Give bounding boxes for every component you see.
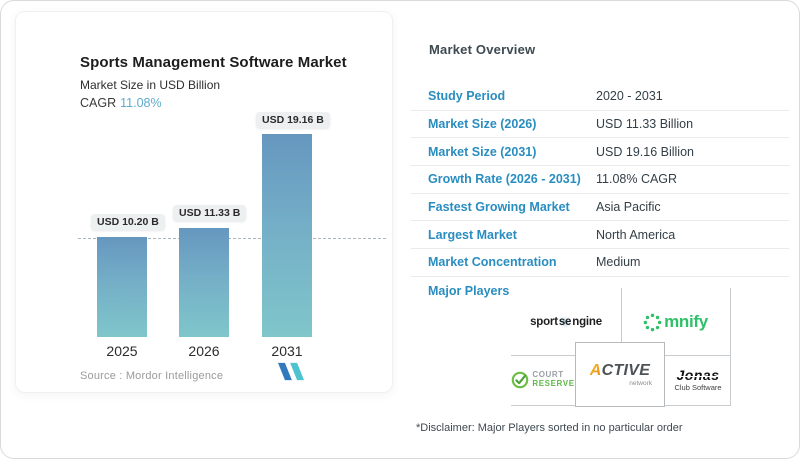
row-label: Market Size (2031) [428,144,537,159]
cagr-label: CAGR [80,96,117,110]
disclaimer-text: *Disclaimer: Major Players sorted in no … [416,422,683,434]
omnify-dotted-o-icon [643,313,662,331]
row-label: Largest Market [428,227,517,242]
row-label: Market Size (2026) [428,117,537,132]
row-label: Market Concentration [428,255,557,270]
bar-2025 [97,237,147,337]
table-row-market-size-2031: Market Size (2031) USD 19.16 Billion [411,138,789,167]
table-row-largest-market: Largest Market North America [411,221,789,250]
bar-value-label-2031: USD 19.16 B [256,112,330,128]
table-row-growth-rate: Growth Rate (2026 - 2031) 11.08% CAGR [411,166,789,194]
sportsengine-globe-icon: se [557,316,573,328]
market-chart-card: Sports Management Software Market Market… [15,11,393,393]
chart-subtitle: Market Size in USD Billion [80,78,221,92]
bar-2031 [262,134,312,337]
logo-sportsengine: sportsengine [511,289,621,355]
logo-omnify: mnify [621,289,730,355]
row-value: Asia Pacific [596,200,661,215]
overview-heading: Market Overview [429,42,536,57]
chart-title: Sports Management Software Market [80,54,347,71]
jonas-sub: Club Software [674,383,722,392]
baseline-dashed-line [78,238,386,239]
row-label: Major Players [428,283,510,298]
row-value: USD 11.33 Billion [596,117,694,132]
active-network-sub: network [629,379,652,387]
chart-cagr: CAGR 11.08% [80,96,162,110]
courtreserve-check-icon [512,371,529,389]
row-value: Medium [596,255,641,270]
row-value: North America [596,227,676,242]
cagr-value: 11.08% [120,96,162,110]
mordor-intelligence-logo-icon [278,362,304,381]
bar-value-label-2025: USD 10.20 B [91,214,165,230]
logo-grid-divider-vertical [621,288,622,355]
table-row-major-players: Major Players [411,277,789,305]
logo-grid-border-right [730,288,731,406]
logo-jonas-club-software: Jonas Club Software [666,355,730,405]
omnify-wordmark: mnify [664,312,708,331]
x-axis-label-2031: 2031 [271,343,303,359]
logo-courtreserve: COURT RESERVE [511,355,575,405]
x-axis-label-2025: 2025 [106,343,138,359]
active-wordmark: ACTIVE [589,361,651,379]
bar-value-label-2026: USD 11.33 B [173,205,247,221]
table-row-market-concentration: Market Concentration Medium [411,249,789,277]
row-label: Growth Rate (2026 - 2031) [428,172,581,187]
table-row-market-size-2026: Market Size (2026) USD 11.33 Billion [411,111,789,139]
courtreserve-wordmark: COURT RESERVE [532,370,575,388]
overview-table: Study Period 2020 - 2031 Market Size (20… [411,83,789,305]
row-label: Fastest Growing Market [428,200,570,215]
row-label: Study Period [428,89,506,104]
logo-active-network: ACTIVE network [575,342,665,407]
table-row-fastest-growing-market: Fastest Growing Market Asia Pacific [411,194,789,222]
source-attribution: Source : Mordor Intelligence [80,370,224,382]
bar-2026 [179,228,229,337]
table-row-study-period: Study Period 2020 - 2031 [411,83,789,111]
sportsengine-wordmark: sportsengine [530,316,602,328]
jonas-wordmark: Jonas [675,367,721,383]
row-value: 11.08% CAGR [596,172,678,187]
x-axis-label-2026: 2026 [188,343,220,359]
row-value: USD 19.16 Billion [596,144,694,159]
row-value: 2020 - 2031 [596,89,663,104]
